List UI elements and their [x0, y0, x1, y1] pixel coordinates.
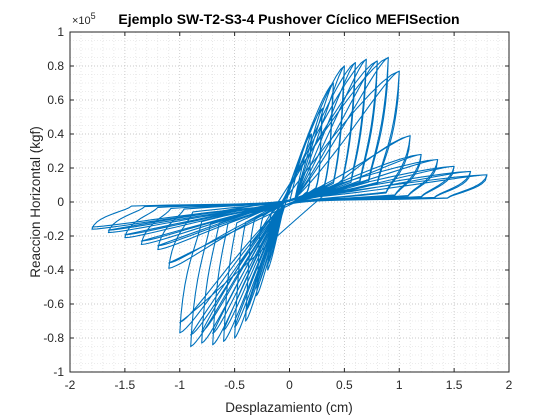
y-tick-labels: -1 -0.8 -0.6 -0.4 -0.2 0 0.2 0.4 0.6 0.8 1	[43, 25, 64, 379]
y-tick-label: 0	[57, 195, 64, 209]
hysteresis-series-line	[91, 56, 488, 348]
x-tick-label: 1	[396, 378, 403, 392]
x-tick-label: -2	[65, 378, 76, 392]
x-tick-label: -1.5	[115, 378, 136, 392]
y-exponent-label: ×105	[72, 11, 96, 27]
x-axis-label: Desplazamiento (cm)	[225, 400, 353, 415]
y-axis-label: Reaccion Horizontal (kgf)	[28, 126, 43, 278]
x-tick-labels: -2 -1.5 -1 -0.5 0 0.5 1 1.5 2	[65, 378, 513, 392]
series-group	[91, 56, 488, 348]
y-tick-label: 1	[57, 25, 64, 39]
y-tick-label: -0.6	[43, 297, 64, 311]
y-tick-label: 0.2	[47, 161, 64, 175]
y-tick-label: 0.6	[47, 93, 64, 107]
y-exponent-power: 5	[91, 11, 96, 21]
x-tick-label: 1.5	[446, 378, 463, 392]
x-tick-label: 0.5	[336, 378, 353, 392]
y-tick-label: 0.4	[47, 127, 64, 141]
y-tick-label: -1	[53, 365, 64, 379]
x-tick-label: -0.5	[224, 378, 245, 392]
y-tick-label: -0.4	[43, 263, 64, 277]
y-tick-label: -0.8	[43, 331, 64, 345]
x-tick-label: -1	[174, 378, 185, 392]
x-tick-label: 2	[506, 378, 513, 392]
y-tick-label: 0.8	[47, 59, 64, 73]
chart-title: Ejemplo SW-T2-S3-4 Pushover Cíclico MEFI…	[118, 11, 459, 27]
x-tick-label: 0	[286, 378, 293, 392]
y-tick-label: -0.2	[43, 229, 64, 243]
ticks-group	[69, 31, 510, 373]
